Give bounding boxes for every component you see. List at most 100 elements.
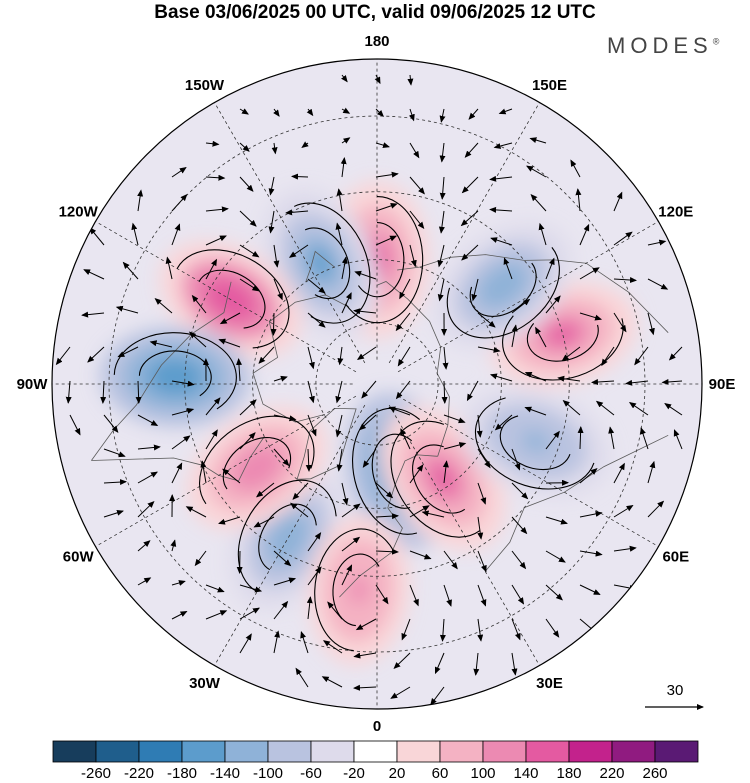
wind-vector — [205, 174, 226, 181]
wind-vector — [205, 206, 229, 213]
wind-vector — [335, 414, 343, 438]
wind-vector — [511, 298, 531, 314]
coastline — [339, 454, 438, 598]
wind-vector — [239, 176, 254, 192]
wind-vector — [321, 676, 343, 688]
wind-vector — [673, 429, 683, 450]
wind-vector — [613, 504, 634, 518]
wind-vector — [288, 244, 309, 258]
wind-vector — [579, 312, 603, 321]
wind-vector — [285, 209, 309, 216]
colorbar-swatch — [654, 740, 699, 763]
wind-vector — [439, 176, 446, 200]
wind-vector — [375, 171, 399, 178]
wind-vector — [375, 235, 398, 246]
wind-vector — [273, 600, 289, 620]
anomaly-positive-7-3 — [243, 456, 271, 480]
wind-vector — [307, 414, 317, 437]
wind-vector — [477, 346, 501, 353]
colorbar-swatch — [224, 740, 269, 763]
latitude-circle — [184, 191, 570, 577]
wind-vector — [464, 142, 479, 158]
wind-vector — [613, 231, 633, 246]
wind-vector — [439, 108, 446, 123]
wind-vector — [205, 584, 225, 593]
wind-vector — [239, 633, 252, 654]
wind-vector — [466, 380, 479, 402]
wind-vector — [322, 640, 343, 654]
wind-vector — [591, 379, 615, 386]
colorbar-label: -60 — [300, 765, 322, 782]
wind-vector — [200, 460, 207, 484]
wind-vector — [273, 278, 283, 301]
colorbar-label: 260 — [642, 765, 667, 782]
wind-vector — [171, 435, 191, 450]
wind-vector — [477, 448, 491, 469]
wind-vector — [460, 210, 479, 227]
wind-vector — [358, 414, 377, 431]
wind-vector — [341, 536, 361, 552]
wind-vector — [408, 108, 415, 122]
wind-vector — [362, 448, 377, 468]
wind-vector — [341, 482, 349, 506]
wind-vector — [300, 631, 309, 654]
wind-vector — [137, 189, 144, 212]
wind-vector — [273, 550, 292, 567]
colorbar-swatch — [52, 740, 97, 763]
map-border — [51, 58, 703, 710]
streamline — [371, 433, 413, 509]
anomaly-negative-6-3 — [276, 524, 299, 552]
wind-vector — [205, 258, 217, 280]
wind-vector — [361, 380, 377, 399]
wind-vector — [171, 193, 188, 212]
wind-vector — [489, 206, 513, 213]
wind-vector — [511, 618, 521, 641]
map-title: Base 03/06/2025 00 UTC, valid 09/06/2025… — [154, 2, 596, 23]
wind-vector — [442, 346, 449, 370]
streamline — [390, 420, 481, 538]
wind-vector — [595, 400, 615, 416]
wind-vector — [661, 378, 683, 385]
colorbar-swatch — [310, 740, 355, 763]
wind-vector — [239, 584, 263, 593]
wind-vector — [335, 222, 343, 246]
wind-vector — [511, 324, 518, 348]
wind-vector — [443, 414, 466, 424]
wind-vector — [511, 652, 518, 676]
modes-logo: MODES® — [607, 33, 719, 59]
wind-vector — [253, 516, 275, 528]
wind-vector — [375, 513, 399, 520]
wind-vector — [477, 516, 484, 540]
wind-vector — [137, 540, 151, 552]
wind-vector — [222, 468, 241, 484]
colorbar-label: -20 — [343, 765, 365, 782]
colorbar-label: -100 — [253, 765, 283, 782]
wind-vector — [395, 312, 411, 332]
wind-vector — [219, 312, 241, 325]
wind-vector — [557, 375, 581, 382]
colorbar-swatch — [482, 740, 527, 763]
wind-vector — [577, 426, 584, 450]
wind-vector — [273, 414, 297, 422]
wind-vector — [613, 191, 623, 212]
streamline — [332, 553, 380, 627]
wind-vector — [115, 305, 139, 314]
wind-vector — [307, 532, 322, 552]
wind-vector — [256, 482, 275, 498]
colorbar-swatch — [439, 740, 484, 763]
wind-vector — [503, 257, 513, 280]
streamline — [345, 196, 424, 324]
wind-vector — [473, 652, 480, 676]
wind-vector — [122, 261, 139, 280]
longitude-label: 0 — [373, 718, 381, 735]
wind-vector — [545, 295, 561, 314]
streamline — [412, 444, 466, 514]
wind-vector — [305, 448, 312, 472]
wind-vector — [628, 402, 649, 416]
streamline — [474, 397, 595, 490]
wind-vector — [327, 601, 343, 620]
wind-vector — [640, 427, 649, 450]
wind-vector — [235, 358, 242, 382]
wind-vector — [137, 501, 155, 518]
wind-vector — [239, 108, 249, 115]
